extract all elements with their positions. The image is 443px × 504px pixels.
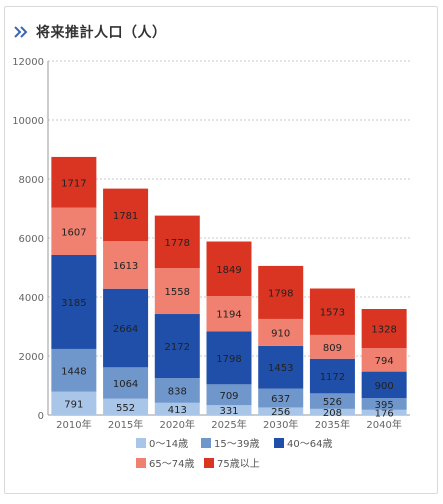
data-label: 3185	[61, 298, 86, 309]
data-label: 1064	[113, 379, 138, 390]
bar-segment	[154, 314, 200, 379]
bar-segment	[51, 207, 97, 255]
data-label: 2172	[165, 342, 190, 353]
data-label: 1328	[371, 325, 396, 336]
bar-segment	[258, 388, 304, 408]
data-label: 910	[271, 328, 290, 339]
data-label: 1849	[216, 265, 241, 276]
bar-segment	[103, 398, 149, 415]
bar-segment	[206, 331, 252, 385]
data-label: 1798	[216, 354, 241, 365]
y-tick-label: 2000	[19, 352, 44, 363]
bar-segment	[206, 405, 252, 415]
bar-segment	[206, 384, 252, 406]
data-label: 413	[168, 405, 187, 416]
data-label: 2664	[113, 324, 138, 335]
data-label: 838	[168, 386, 187, 397]
data-label: 794	[375, 356, 394, 367]
bar-segment	[258, 265, 304, 319]
x-tick-label: 2020年	[160, 418, 195, 431]
legend-swatch	[136, 438, 146, 448]
bar-segment	[51, 254, 97, 349]
data-label: 1778	[165, 238, 190, 249]
legend-label: 65〜74歳	[149, 458, 194, 470]
data-label: 709	[219, 391, 238, 402]
bar-segment	[309, 358, 355, 394]
y-tick-label: 0	[38, 411, 44, 422]
bar-segment	[309, 288, 355, 335]
bar-segment	[154, 378, 200, 403]
bar-segment	[154, 268, 200, 315]
bar-segment	[361, 309, 407, 349]
bar-segment	[309, 408, 355, 415]
legend-label: 75歳以上	[217, 458, 260, 470]
data-label: 1558	[165, 287, 190, 298]
bar-segment	[51, 391, 97, 415]
bar-segment	[103, 288, 149, 368]
legend-label: 40〜64歳	[287, 438, 332, 450]
x-tick-label: 2030年	[263, 418, 298, 431]
y-tick-label: 12000	[12, 57, 44, 68]
data-label: 176	[375, 408, 394, 419]
data-label: 1613	[113, 261, 138, 272]
double-chevron-right-icon	[14, 26, 28, 38]
bar-segment	[206, 296, 252, 332]
y-tick-label: 6000	[19, 234, 44, 245]
data-label: 208	[323, 408, 342, 419]
data-label: 1172	[320, 372, 345, 383]
data-label: 256	[271, 407, 290, 418]
chart-header: 将来推計人口（人）	[14, 22, 167, 42]
bar-segment	[51, 156, 97, 208]
y-tick-label: 8000	[19, 175, 44, 186]
data-label: 1448	[61, 366, 86, 377]
legend-label: 0〜14歳	[149, 438, 188, 450]
bar-segment	[51, 348, 97, 392]
bar-segment	[206, 241, 252, 297]
x-tick-label: 2015年	[108, 418, 143, 431]
bar-segment	[154, 402, 200, 415]
data-label: 1798	[268, 288, 293, 299]
legend-label: 15〜39歳	[214, 438, 259, 450]
x-tick-label: 2040年	[366, 418, 401, 431]
bar-segment	[309, 334, 355, 359]
chart-title: 将来推計人口（人）	[36, 25, 167, 41]
bar-segment	[103, 241, 149, 289]
data-label: 1453	[268, 363, 293, 374]
data-label: 1607	[61, 227, 86, 238]
data-label: 331	[219, 406, 238, 417]
data-label: 1573	[320, 308, 345, 319]
x-tick-label: 2025年	[211, 418, 246, 431]
x-tick-label: 2010年	[56, 418, 91, 431]
legend-swatch	[274, 438, 284, 448]
legend-swatch	[136, 458, 146, 468]
bar-segment	[154, 215, 200, 269]
data-label: 1781	[113, 211, 138, 222]
bar-segment	[361, 409, 407, 415]
bar-segment	[258, 318, 304, 346]
bar-segment	[361, 348, 407, 372]
bar-segment	[258, 407, 304, 415]
data-label: 900	[375, 381, 394, 392]
x-tick-label: 2035年	[315, 418, 350, 431]
data-label: 1717	[61, 178, 86, 189]
data-label: 526	[323, 397, 342, 408]
data-label: 395	[375, 400, 394, 411]
data-label: 809	[323, 343, 342, 354]
bar-segment	[361, 398, 407, 410]
data-label: 1194	[216, 310, 241, 321]
data-label: 637	[271, 394, 290, 405]
data-label: 552	[116, 403, 135, 414]
legend-swatch	[201, 438, 211, 448]
bar-segment	[309, 393, 355, 409]
legend-swatch	[204, 458, 214, 468]
bar-segment	[361, 371, 407, 399]
y-tick-label: 10000	[12, 116, 44, 127]
y-tick-label: 4000	[19, 293, 44, 304]
bar-segment	[103, 188, 149, 242]
bar-segment	[103, 367, 149, 399]
data-label: 791	[64, 399, 83, 410]
bar-segment	[258, 345, 304, 389]
